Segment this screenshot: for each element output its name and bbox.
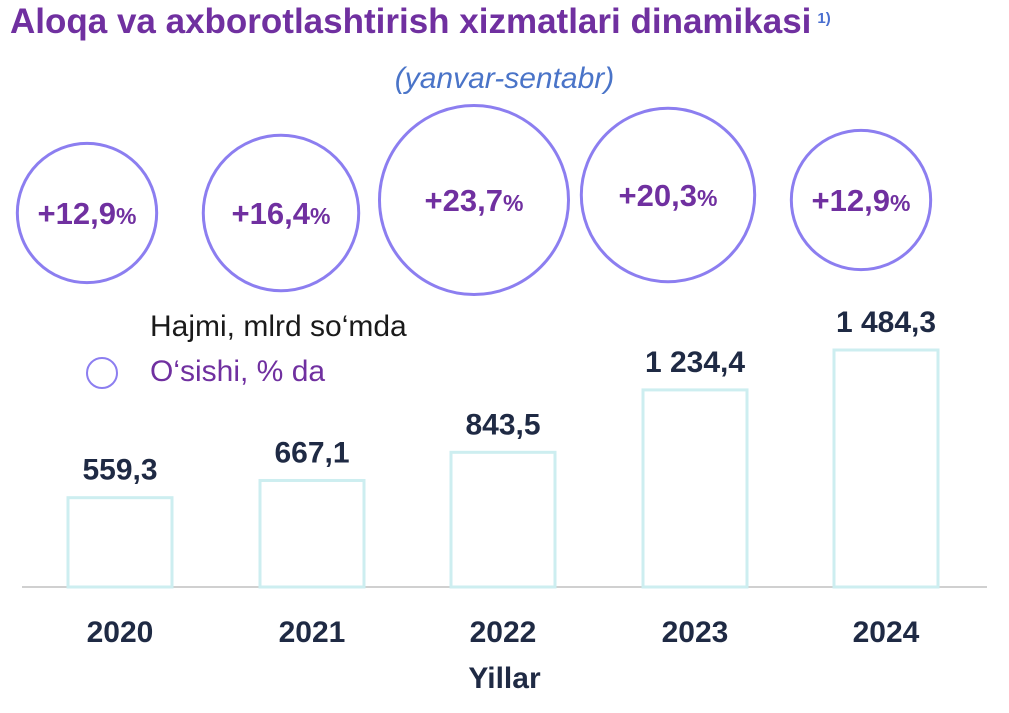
bar-2023 <box>641 388 749 589</box>
x-tick-label-2020: 2020 <box>87 616 154 649</box>
growth-circle-2024 <box>789 128 933 272</box>
footnote-marker: 1) <box>817 10 831 27</box>
bar-2021 <box>258 478 366 589</box>
x-tick-label-2021: 2021 <box>279 616 346 649</box>
bar-2020 <box>66 496 174 589</box>
legend-growth-marker <box>86 357 118 389</box>
bar-value-label-2021: 667,1 <box>274 436 349 469</box>
bar-2022 <box>449 450 557 589</box>
chart-title: Aloqa va axborotlashtirish xizmatlari di… <box>10 2 1009 42</box>
growth-label-2022: +23,7% <box>425 183 524 218</box>
growth-label-2024: +12,9% <box>812 183 911 218</box>
bar-value-label-2020: 559,3 <box>82 454 157 487</box>
growth-label-2020: +12,9% <box>38 196 137 231</box>
growth-circle-2021 <box>201 133 361 293</box>
bar-value-label-2023: 1 234,4 <box>645 346 745 379</box>
x-tick-label-2022: 2022 <box>470 616 537 649</box>
growth-circle-2022 <box>377 103 571 297</box>
chart-title-text: Aloqa va axborotlashtirish xizmatlari di… <box>10 2 812 41</box>
x-tick-label-2023: 2023 <box>662 616 729 649</box>
x-tick-label-2024: 2024 <box>853 616 920 649</box>
bar-2024 <box>832 348 940 589</box>
growth-label-2021: +16,4% <box>232 196 331 231</box>
legend-volume-label: Hajmi, mlrd so‘mda <box>150 310 407 343</box>
chart-subtitle: (yanvar-sentabr) <box>394 62 615 95</box>
bar-value-label-2022: 843,5 <box>465 408 540 441</box>
x-axis-title: Yillar <box>468 662 541 695</box>
legend-growth-label: O‘sishi, % da <box>150 355 326 388</box>
growth-label-2023: +20,3% <box>619 178 718 213</box>
growth-circle-2020 <box>15 141 159 285</box>
bar-value-label-2024: 1 484,3 <box>836 306 936 339</box>
growth-circle-2023 <box>579 106 757 284</box>
